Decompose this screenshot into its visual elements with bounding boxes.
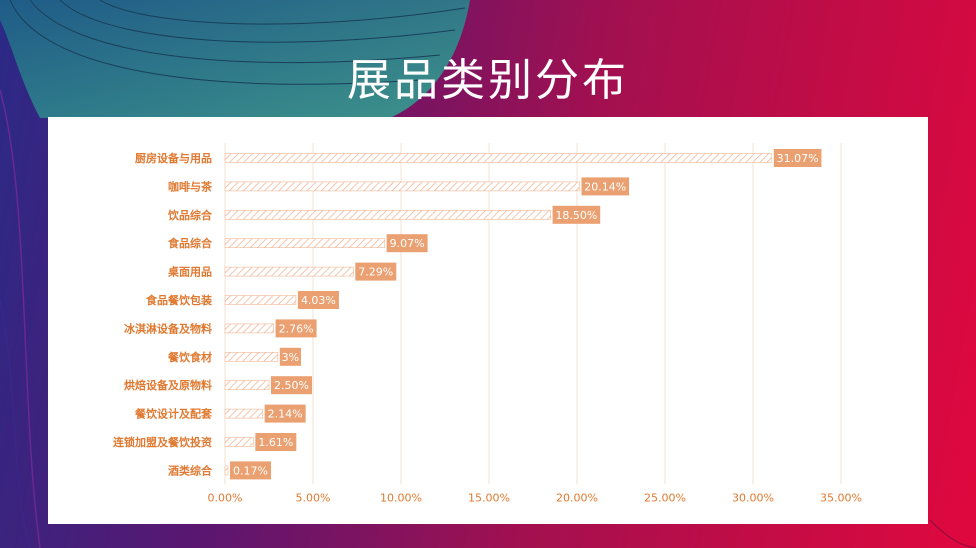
value-label: 1.61% (258, 436, 293, 449)
x-tick-label: 0.00% (208, 491, 243, 504)
value-tag (581, 177, 630, 196)
value-tag (552, 205, 601, 224)
category-label: 咖啡与茶 (168, 179, 213, 193)
category-label: 餐饮设计及配套 (134, 407, 213, 421)
x-tick-label: 15.00% (468, 491, 510, 504)
value-label: 2.50% (274, 379, 309, 392)
bar (224, 210, 551, 220)
category-labels: 厨房设备与用品咖啡与茶饮品综合食品综合桌面用品食品餐饮包装冰淇淋设备及物料餐饮食… (113, 151, 213, 477)
category-label: 连锁加盟及餐饮投资 (113, 435, 212, 449)
value-label: 3% (282, 351, 299, 364)
value-label: 9.07% (390, 237, 425, 250)
bar (224, 238, 385, 248)
value-tag (229, 461, 271, 480)
value-label: 4.03% (301, 294, 336, 307)
bar-chart: 31.07% 20.14% 18.50% 9.07% 7.29% 4.03% 2.76% 3%… (113, 143, 862, 504)
value-tag (773, 149, 822, 167)
value-label: 2.76% (279, 322, 314, 335)
bar (224, 266, 354, 277)
value-label: 18.50% (555, 209, 597, 222)
bar (224, 408, 263, 419)
category-label: 饮品综合 (167, 208, 213, 222)
bar (224, 465, 229, 476)
value-label: 31.07% (777, 152, 819, 165)
category-label: 厨房设备与用品 (135, 151, 212, 165)
chart-panel: 31.07% 20.14% 18.50% 9.07% 7.29% 4.03% 2.76% 3%… (48, 117, 928, 524)
category-label: 酒类综合 (168, 463, 213, 477)
x-tick-label: 30.00% (732, 491, 774, 504)
x-tick-label: 10.00% (380, 491, 422, 504)
category-label: 桌面用品 (167, 265, 212, 279)
bar (224, 352, 279, 362)
x-tick-label: 20.00% (556, 491, 598, 504)
bar (224, 437, 254, 447)
value-label: 20.14% (584, 180, 626, 193)
value-tag (355, 262, 397, 281)
value-tag (279, 347, 301, 366)
grid-lines (224, 143, 842, 485)
value-tag (386, 234, 428, 253)
value-tag (255, 433, 297, 451)
bar (224, 153, 773, 163)
category-label: 冰淇淋设备及物料 (124, 321, 212, 335)
bar (224, 181, 580, 192)
value-tag (297, 291, 339, 309)
x-tick-label: 5.00% (296, 491, 331, 504)
x-tick-label: 35.00% (820, 491, 862, 504)
bar (224, 380, 270, 391)
value-tag (275, 319, 317, 338)
value-label: 0.17% (233, 464, 268, 477)
category-label: 食品综合 (168, 236, 213, 250)
value-tag (264, 404, 306, 423)
category-label: 食品餐饮包装 (146, 293, 212, 307)
bar (224, 323, 274, 334)
category-label: 烘焙设备及原物料 (124, 378, 212, 392)
value-label: 2.14% (268, 408, 303, 421)
bar (224, 295, 297, 305)
value-tag (271, 376, 312, 395)
value-label: 7.29% (358, 266, 393, 279)
x-axis-ticks: 0.00% 5.00% 10.00% 15.00% 20.00% 25.00% 30.00%… (208, 491, 862, 504)
x-tick-label: 25.00% (644, 491, 686, 504)
bars: 31.07% 20.14% 18.50% 9.07% 7.29% 4.03% 2.76% 3%… (224, 149, 822, 480)
page-title: 展品类别分布 (347, 55, 629, 106)
category-label: 餐饮食材 (167, 350, 212, 364)
